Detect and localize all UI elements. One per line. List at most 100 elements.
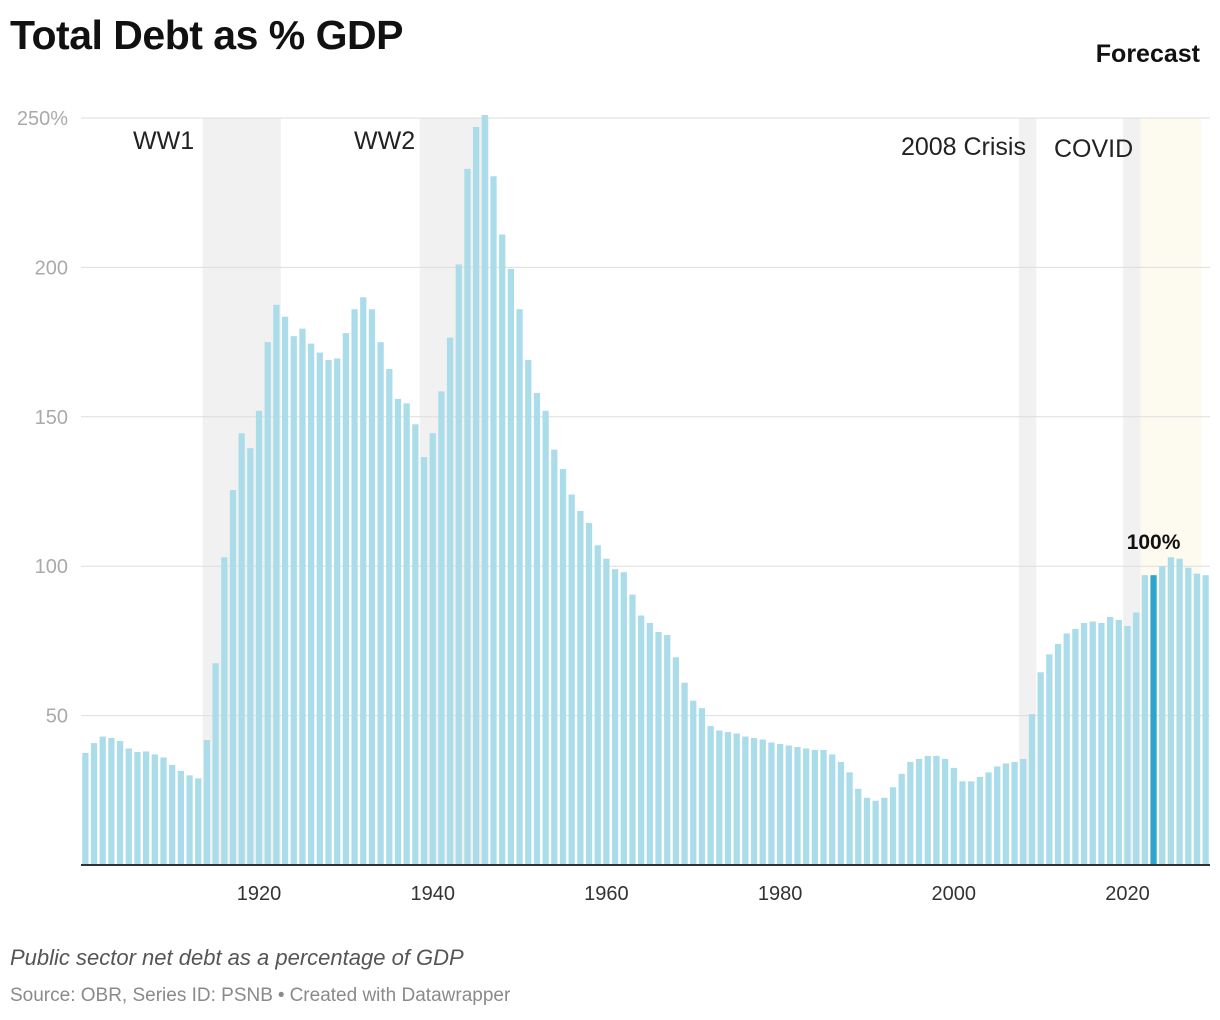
bar <box>325 360 332 865</box>
bar <box>229 490 237 865</box>
x-tick-label: 1980 <box>758 883 803 905</box>
chart-title: Total Debt as % GDP <box>10 12 403 58</box>
bar <box>334 358 341 865</box>
bar <box>863 797 871 865</box>
bar <box>1193 573 1201 865</box>
bar <box>941 758 949 865</box>
bar-series <box>82 115 1209 866</box>
bar <box>959 781 966 865</box>
bar <box>638 615 645 865</box>
bar <box>603 558 610 865</box>
bar <box>1202 575 1209 865</box>
bar <box>1185 567 1192 865</box>
annotation-ww1: WW1 <box>133 127 194 155</box>
bar <box>177 770 184 865</box>
bar <box>473 126 480 866</box>
bar <box>516 309 523 865</box>
x-tick-label: 1940 <box>410 883 455 905</box>
bar <box>446 337 454 865</box>
axes: 50 100 150 200 250% 1920 1940 1960 1980 2000 2020 <box>17 108 1210 905</box>
bar <box>837 761 845 865</box>
bar <box>1159 566 1166 865</box>
chart-annotations: WW1 WW2 2008 Crisis COVID 100% <box>133 127 1181 554</box>
bar <box>386 368 393 865</box>
bar <box>889 787 897 865</box>
bar <box>316 352 323 866</box>
bar <box>750 738 758 865</box>
bar <box>898 773 905 865</box>
bar <box>585 522 593 865</box>
bar <box>195 778 202 865</box>
x-tick-label: 2020 <box>1105 883 1150 905</box>
bar <box>915 758 923 865</box>
bar <box>281 316 289 865</box>
bar <box>1089 621 1096 865</box>
bar <box>933 755 940 865</box>
bar <box>1098 622 1105 865</box>
bar <box>238 433 245 865</box>
bar <box>203 740 211 865</box>
annotation-2008-crisis: 2008 Crisis <box>901 133 1026 161</box>
bar <box>559 469 567 865</box>
bar <box>212 663 219 865</box>
x-tick-label: 2000 <box>932 883 977 905</box>
bar <box>255 410 263 865</box>
bar <box>308 343 315 865</box>
highlight-bar <box>1150 575 1157 865</box>
bar <box>108 738 115 865</box>
bar <box>577 510 584 865</box>
bar <box>551 449 558 865</box>
y-tick-label: 50 <box>46 706 68 728</box>
bar <box>1002 763 1010 865</box>
bar <box>768 742 775 865</box>
bar <box>759 739 766 865</box>
bar <box>299 328 306 865</box>
bar <box>412 424 419 865</box>
bar <box>351 309 358 865</box>
x-tick-label: 1960 <box>584 883 629 905</box>
bar <box>776 743 784 865</box>
bar <box>907 761 914 865</box>
bar <box>1054 643 1062 865</box>
bar <box>99 736 106 865</box>
bar <box>368 309 376 865</box>
bar <box>438 391 445 865</box>
bar <box>594 545 601 865</box>
source-credit: Created with Datawrapper <box>289 985 511 1006</box>
bar <box>820 749 827 865</box>
source-text: Source: OBR, Series ID: PSNB <box>10 985 273 1006</box>
bar <box>342 333 350 865</box>
bar <box>1011 761 1018 865</box>
bar <box>1072 628 1079 865</box>
bar <box>143 751 150 865</box>
shaded-period-2008-crisis <box>1018 118 1037 865</box>
bar <box>221 557 228 865</box>
bar <box>1176 558 1183 865</box>
bar <box>403 403 410 865</box>
bar <box>742 736 749 865</box>
bar <box>976 776 983 865</box>
bar <box>134 752 141 865</box>
bar <box>1080 622 1088 865</box>
bar <box>733 733 740 865</box>
bar <box>542 410 549 865</box>
bar <box>994 766 1001 865</box>
bar <box>846 772 853 865</box>
bar <box>872 800 879 865</box>
highlight-value-label: 100% <box>1127 531 1181 554</box>
bar <box>803 748 810 865</box>
bar <box>273 304 280 865</box>
bar <box>481 115 488 865</box>
bar <box>1037 672 1044 865</box>
bar <box>247 448 254 865</box>
bar <box>568 494 575 865</box>
bar <box>160 757 167 865</box>
bar <box>1028 714 1036 865</box>
bar <box>811 749 818 865</box>
bar <box>924 755 931 865</box>
source-separator: • <box>277 985 285 1006</box>
bar <box>290 336 297 865</box>
bar <box>499 234 506 866</box>
bar <box>1063 633 1070 865</box>
